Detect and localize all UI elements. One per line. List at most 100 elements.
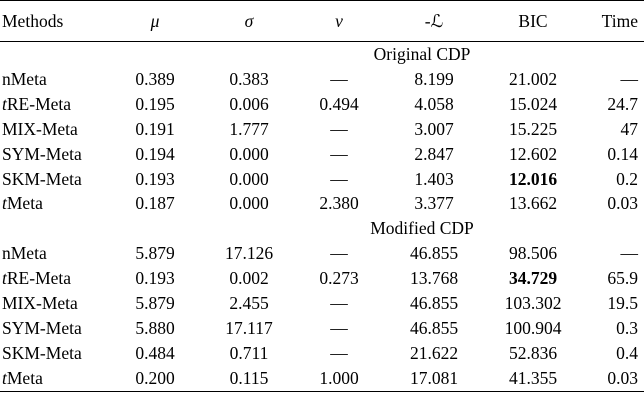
method-name: MIX-Meta xyxy=(0,291,108,316)
table-row: tMeta 0.187 0.000 2.380 3.377 13.662 0.03 xyxy=(0,191,644,216)
method-label: SKM-Meta xyxy=(2,342,82,363)
method-label: RE-Meta xyxy=(6,93,72,114)
table-row: tRE-Meta 0.193 0.002 0.273 13.768 34.729 65.9 xyxy=(0,266,644,291)
cell-mu: 0.193 xyxy=(135,168,175,189)
cell-neg-log-likelihood: 4.058 xyxy=(414,93,454,114)
table-row: MIX-Meta 5.879 2.455 — 46.855 103.302 19.5 xyxy=(0,291,644,316)
cell-nu: 0.494 xyxy=(319,93,359,114)
method-label: nMeta xyxy=(2,68,47,89)
cell-time: 24.7 xyxy=(607,93,638,114)
cell-mu: 0.389 xyxy=(135,68,175,89)
cell-mu: 0.194 xyxy=(135,143,175,164)
cell-bic: 15.225 xyxy=(508,118,558,139)
header-neg-log-likelihood: -ℒ xyxy=(382,0,486,42)
method-name: nMeta xyxy=(0,241,108,266)
section-row: Modified CDP xyxy=(0,216,644,241)
cell-nu: 0.273 xyxy=(319,268,359,289)
method-prefix: t xyxy=(2,367,7,388)
method-prefix: t xyxy=(2,93,7,114)
cell-sigma: 0.383 xyxy=(229,68,269,89)
cell-neg-log-likelihood: 46.855 xyxy=(409,243,459,264)
cell-nu: 2.380 xyxy=(319,193,359,214)
cell-bic: 100.904 xyxy=(504,317,562,338)
table-row: SKM-Meta 0.193 0.000 — 1.403 12.016 0.2 xyxy=(0,167,644,192)
method-name: MIX-Meta xyxy=(0,117,108,142)
cell-time: 19.5 xyxy=(607,293,638,314)
cell-nu: — xyxy=(330,118,348,139)
method-label: SYM-Meta xyxy=(2,143,82,164)
table-header: Methods μ σ ν -ℒ BIC Time xyxy=(0,0,644,42)
section-title: Modified CDP xyxy=(370,218,474,239)
table-row: tRE-Meta 0.195 0.006 0.494 4.058 15.024 24.7 xyxy=(0,92,644,117)
header-nu: ν xyxy=(296,0,382,42)
cell-bic: 34.729 xyxy=(508,268,558,289)
header-methods: Methods xyxy=(0,0,108,42)
method-label: nMeta xyxy=(2,243,47,264)
cell-time: 0.4 xyxy=(616,342,638,363)
cell-time: 0.03 xyxy=(607,193,638,214)
cell-bic: 15.024 xyxy=(508,93,558,114)
cell-sigma: 1.777 xyxy=(229,118,269,139)
cell-neg-log-likelihood: 2.847 xyxy=(414,143,454,164)
header-sigma: σ xyxy=(202,0,296,42)
cell-nu: — xyxy=(330,143,348,164)
cell-time: 65.9 xyxy=(607,268,638,289)
cell-sigma: 0.006 xyxy=(229,93,269,114)
cell-mu: 0.193 xyxy=(135,268,175,289)
cell-neg-log-likelihood: 1.403 xyxy=(414,168,454,189)
cell-nu: — xyxy=(330,168,348,189)
cell-sigma: 0.000 xyxy=(229,168,269,189)
cell-bic: 21.002 xyxy=(508,68,558,89)
cell-nu: — xyxy=(330,243,348,264)
cell-neg-log-likelihood: 3.377 xyxy=(414,193,454,214)
method-label: MIX-Meta xyxy=(2,293,78,314)
table-body: Original CDP nMeta 0.389 0.383 — 8.199 21.002 —… xyxy=(0,42,644,392)
cell-nu: — xyxy=(330,342,348,363)
cell-sigma: 0.000 xyxy=(229,193,269,214)
cell-nu: — xyxy=(330,293,348,314)
results-table: Methods μ σ ν -ℒ BIC Time Original CDP nM… xyxy=(0,0,644,392)
cell-sigma: 2.455 xyxy=(229,293,269,314)
method-prefix: t xyxy=(2,193,7,214)
method-name: SKM-Meta xyxy=(0,341,108,366)
cell-bic: 52.836 xyxy=(508,342,558,363)
cell-mu: 0.200 xyxy=(108,365,202,392)
method-name: SKM-Meta xyxy=(0,167,108,192)
method-name: tMeta xyxy=(0,191,108,216)
cell-time: 0.03 xyxy=(580,365,644,392)
cell-nu: 1.000 xyxy=(296,365,382,392)
cell-mu: 0.187 xyxy=(135,193,175,214)
method-name: nMeta xyxy=(0,67,108,92)
method-label: MIX-Meta xyxy=(2,118,78,139)
cell-bic: 103.302 xyxy=(504,293,562,314)
cell-bic: 12.602 xyxy=(508,143,558,164)
cell-time: 0.3 xyxy=(616,317,638,338)
cell-nu: — xyxy=(330,68,348,89)
cell-neg-log-likelihood: 3.007 xyxy=(414,118,454,139)
table-row: nMeta 5.879 17.126 — 46.855 98.506 — xyxy=(0,241,644,266)
cell-sigma: 17.117 xyxy=(225,317,273,338)
cell-sigma: 0.002 xyxy=(229,268,269,289)
cell-time: 0.14 xyxy=(607,143,638,164)
cell-mu: 5.880 xyxy=(135,317,175,338)
table-row: SYM-Meta 5.880 17.117 — 46.855 100.904 0.3 xyxy=(0,316,644,341)
cell-time: — xyxy=(620,243,639,264)
cell-mu: 5.879 xyxy=(135,293,175,314)
cell-bic: 41.355 xyxy=(486,365,580,392)
cell-mu: 5.879 xyxy=(135,243,175,264)
header-mu: μ xyxy=(108,0,202,42)
cell-neg-log-likelihood: 46.855 xyxy=(409,293,459,314)
cell-neg-log-likelihood: 17.081 xyxy=(382,365,486,392)
cell-sigma: 17.126 xyxy=(224,243,274,264)
method-name: SYM-Meta xyxy=(0,316,108,341)
table-row: nMeta 0.389 0.383 — 8.199 21.002 — xyxy=(0,67,644,92)
section-row: Original CDP xyxy=(0,42,644,67)
cell-neg-log-likelihood: 13.768 xyxy=(409,268,459,289)
section-title: Original CDP xyxy=(373,44,471,64)
cell-mu: 0.195 xyxy=(135,93,175,114)
method-label: Meta xyxy=(6,367,43,388)
cell-time: 47 xyxy=(620,118,639,139)
cell-bic: 98.506 xyxy=(508,243,558,264)
cell-neg-log-likelihood: 21.622 xyxy=(409,342,459,363)
method-label: Meta xyxy=(6,193,43,214)
